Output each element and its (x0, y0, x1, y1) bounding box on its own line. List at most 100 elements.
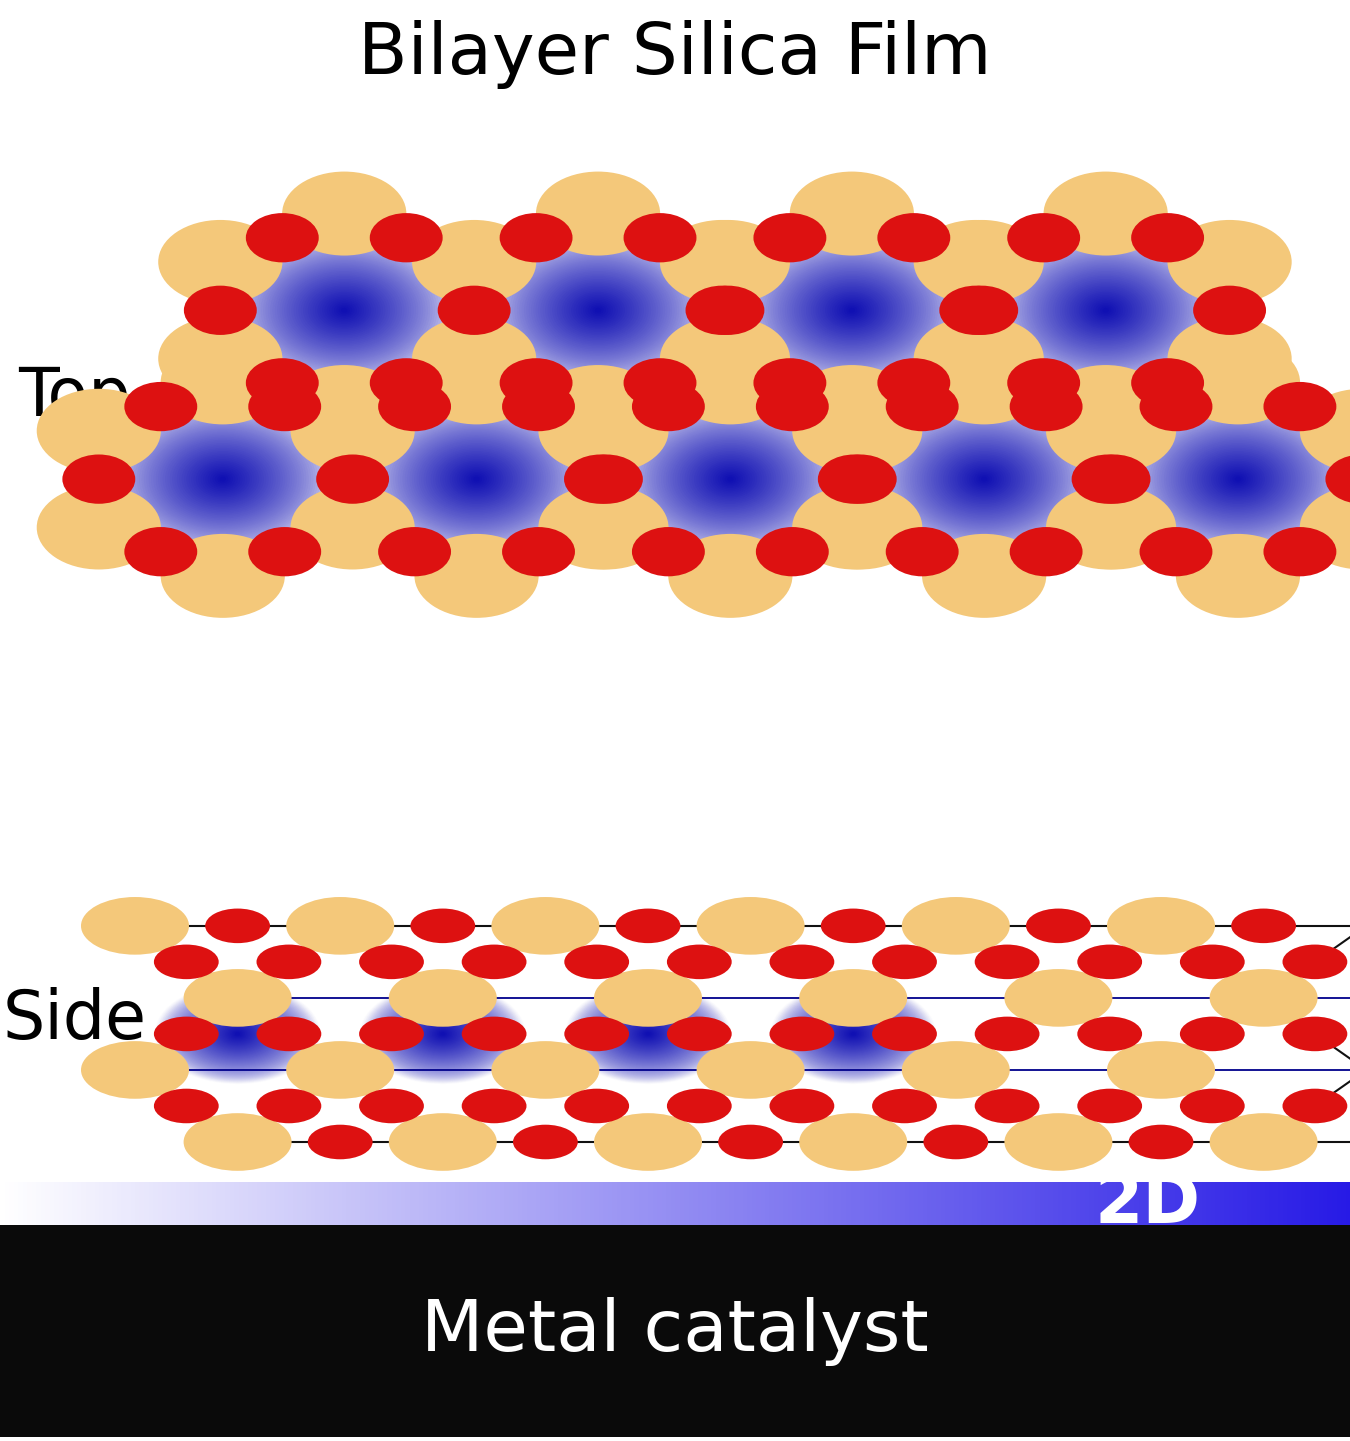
Ellipse shape (1179, 440, 1297, 519)
Ellipse shape (1103, 308, 1108, 311)
Bar (909, 1182, 917, 1225)
Bar (765, 1182, 772, 1225)
Bar (1282, 1182, 1289, 1225)
Ellipse shape (1223, 470, 1253, 488)
Ellipse shape (660, 220, 784, 304)
Ellipse shape (364, 403, 589, 555)
Ellipse shape (872, 945, 937, 980)
Ellipse shape (666, 435, 795, 523)
Bar (625, 1182, 633, 1225)
Ellipse shape (837, 1023, 869, 1043)
Ellipse shape (645, 1032, 651, 1036)
Ellipse shape (1015, 249, 1196, 372)
Ellipse shape (830, 1020, 876, 1048)
Ellipse shape (1096, 304, 1115, 317)
Ellipse shape (656, 429, 805, 529)
Ellipse shape (572, 989, 724, 1079)
Ellipse shape (286, 1040, 394, 1098)
Bar (504, 1182, 512, 1225)
Ellipse shape (1148, 418, 1328, 540)
Ellipse shape (1204, 457, 1272, 501)
Ellipse shape (1145, 416, 1331, 542)
Ellipse shape (180, 999, 296, 1069)
Ellipse shape (389, 968, 497, 1026)
Ellipse shape (162, 989, 313, 1079)
Ellipse shape (36, 486, 161, 569)
Ellipse shape (678, 444, 783, 514)
Ellipse shape (817, 1012, 890, 1056)
Ellipse shape (148, 429, 297, 529)
Ellipse shape (564, 945, 629, 980)
Ellipse shape (437, 1030, 448, 1038)
Ellipse shape (975, 1089, 1040, 1124)
Ellipse shape (752, 244, 952, 378)
Ellipse shape (278, 265, 410, 356)
Bar (310, 1182, 317, 1225)
Ellipse shape (1222, 468, 1254, 490)
Ellipse shape (186, 1003, 289, 1065)
Ellipse shape (385, 999, 501, 1069)
Ellipse shape (378, 382, 451, 431)
Bar (1008, 1182, 1015, 1225)
Ellipse shape (909, 428, 1060, 530)
Ellipse shape (802, 277, 902, 344)
Ellipse shape (783, 264, 921, 357)
Ellipse shape (1077, 1017, 1142, 1052)
Bar (634, 1182, 641, 1225)
Bar (698, 1182, 705, 1225)
Ellipse shape (202, 1013, 273, 1055)
Ellipse shape (977, 474, 991, 484)
Ellipse shape (282, 268, 406, 352)
Bar (1327, 1182, 1335, 1225)
Ellipse shape (833, 1022, 873, 1046)
Ellipse shape (288, 272, 401, 349)
Ellipse shape (1034, 262, 1177, 359)
Ellipse shape (282, 365, 406, 450)
Ellipse shape (1077, 1089, 1142, 1124)
Bar (198, 1182, 205, 1225)
Bar (117, 1182, 124, 1225)
Bar (900, 1182, 907, 1225)
Ellipse shape (1094, 303, 1118, 318)
Ellipse shape (1188, 445, 1288, 513)
Ellipse shape (1193, 448, 1282, 510)
Bar (158, 1182, 165, 1225)
Ellipse shape (848, 1030, 859, 1038)
Bar (293, 1182, 300, 1225)
Ellipse shape (120, 411, 325, 548)
Ellipse shape (328, 300, 360, 321)
Bar (963, 1182, 971, 1225)
Ellipse shape (768, 254, 936, 366)
Ellipse shape (940, 448, 1029, 510)
Ellipse shape (567, 290, 629, 331)
Ellipse shape (963, 464, 1006, 494)
Bar (1148, 1182, 1154, 1225)
Bar (540, 1182, 547, 1225)
Bar (320, 1182, 327, 1225)
Ellipse shape (697, 457, 764, 501)
Bar (828, 1182, 836, 1225)
Ellipse shape (224, 1026, 251, 1042)
Ellipse shape (371, 990, 514, 1078)
Ellipse shape (228, 232, 460, 389)
Ellipse shape (761, 249, 942, 372)
Ellipse shape (821, 908, 886, 942)
Ellipse shape (608, 1010, 688, 1058)
Bar (468, 1182, 475, 1225)
Ellipse shape (238, 238, 451, 382)
Bar (90, 1182, 97, 1225)
Bar (792, 1182, 799, 1225)
Ellipse shape (1010, 382, 1083, 431)
Bar (1233, 1182, 1241, 1225)
Ellipse shape (429, 447, 524, 512)
Ellipse shape (1154, 422, 1322, 536)
Ellipse shape (620, 1017, 676, 1050)
Ellipse shape (946, 454, 1022, 504)
Bar (378, 1182, 385, 1225)
Ellipse shape (310, 288, 378, 333)
Ellipse shape (617, 402, 844, 556)
Ellipse shape (292, 275, 397, 346)
Ellipse shape (1129, 405, 1347, 553)
Ellipse shape (821, 1014, 886, 1053)
Ellipse shape (616, 908, 680, 942)
